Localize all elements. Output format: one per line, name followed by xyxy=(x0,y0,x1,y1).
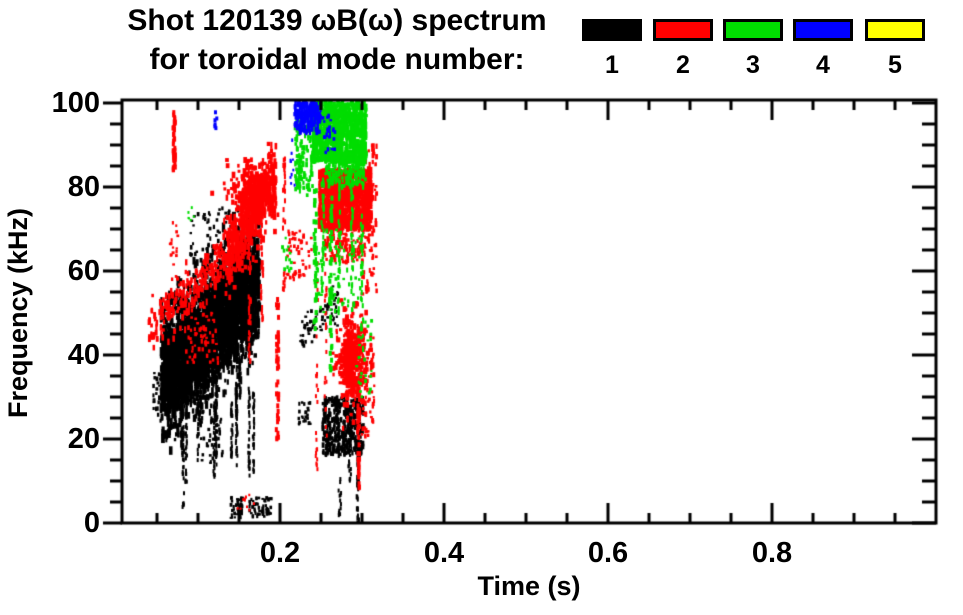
x-axis-title: Time (s) xyxy=(477,571,581,601)
x-tick-label-0.6: 0.6 xyxy=(587,537,629,569)
y-tick-label-40: 40 xyxy=(67,339,100,371)
x-tick-label-0.2: 0.2 xyxy=(259,537,301,569)
legend-swatch-mode-3 xyxy=(723,19,783,41)
y-tick-label-0: 0 xyxy=(83,507,100,539)
legend-swatch-mode-2 xyxy=(653,19,713,41)
legend-swatch-mode-5 xyxy=(865,19,925,41)
legend-swatch-mode-4 xyxy=(793,19,853,41)
x-tick-label-0.4: 0.4 xyxy=(423,537,465,569)
chart-title-line1: Shot 120139 ωB(ω) spectrum xyxy=(127,4,547,37)
x-tick-label-0.8: 0.8 xyxy=(751,537,793,569)
y-tick-label-20: 20 xyxy=(67,423,100,455)
y-axis-title: Frequency (kHz) xyxy=(3,207,33,419)
legend-label-mode-5: 5 xyxy=(888,51,902,79)
y-tick-label-60: 60 xyxy=(67,255,100,287)
legend-label-mode-2: 2 xyxy=(676,51,690,79)
legend-label-mode-3: 3 xyxy=(746,51,760,79)
legend-label-mode-4: 4 xyxy=(816,51,830,79)
y-tick-label-100: 100 xyxy=(51,87,100,119)
legend-label-mode-1: 1 xyxy=(605,51,619,79)
chart-title-line2: for toroidal mode number: xyxy=(149,43,525,76)
y-tick-label-80: 80 xyxy=(67,171,100,203)
legend-swatch-mode-1 xyxy=(582,19,642,41)
